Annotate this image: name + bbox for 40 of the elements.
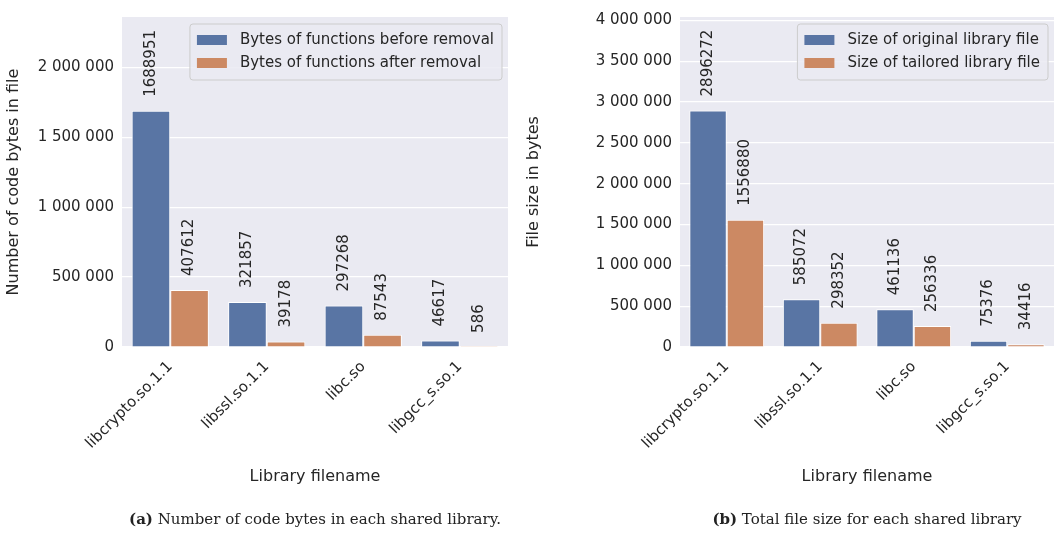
- data-label: 39178: [275, 279, 294, 328]
- data-label: 75376: [978, 279, 997, 327]
- legend-label: Bytes of functions before removal: [239, 29, 494, 48]
- data-label: 256336: [922, 254, 941, 313]
- text: (a) Number of code bytes in each shared library.: [129, 510, 501, 528]
- legend-label: Bytes of functions after removal: [239, 52, 482, 71]
- text: (b) Total file size for each shared library: [712, 510, 1022, 528]
- y-tick-label: 0: [662, 336, 672, 355]
- x-axis-title: Library filename: [801, 465, 933, 485]
- y-tick-label: 4 000 000: [595, 10, 672, 29]
- y-tick-label: 2 000 000: [595, 173, 672, 192]
- data-label: 586: [468, 304, 487, 333]
- legend-label: Size of tailored library file: [847, 52, 1041, 71]
- data-label: 407612: [179, 218, 198, 276]
- legend-label: Size of original library file: [847, 29, 1039, 48]
- y-axis-title: File size in bytes: [522, 116, 542, 248]
- y-tick-label: 2 000 000: [37, 57, 114, 76]
- data-label: 297268: [333, 234, 352, 292]
- y-tick-label: 3 500 000: [595, 51, 672, 69]
- data-label: 298352: [828, 251, 847, 309]
- y-tick-label: 1 000 000: [595, 255, 672, 274]
- data-label: 585072: [791, 227, 810, 286]
- y-tick-label: 1 500 000: [37, 127, 114, 146]
- data-label: 1688951: [140, 30, 159, 97]
- data-label: 461136: [884, 238, 903, 296]
- y-tick-label: 1 000 000: [37, 197, 114, 216]
- data-label: 321857: [237, 230, 256, 288]
- data-label: 1556880: [735, 139, 754, 206]
- data-label: 2896272: [697, 29, 716, 97]
- data-label: 34416: [1015, 282, 1034, 331]
- y-tick-label: 3 000 000: [595, 91, 672, 110]
- y-tick-label: 500 000: [609, 296, 672, 315]
- y-tick-label: 2 500 000: [595, 132, 672, 151]
- y-axis-title: Number of code bytes in file: [2, 68, 22, 296]
- y-tick-label: 1 500 000: [595, 214, 672, 233]
- data-label: 87543: [372, 273, 391, 321]
- y-tick-label: 0: [104, 336, 114, 355]
- y-tick-label: 500 000: [51, 266, 114, 285]
- data-label: 46617: [430, 278, 449, 327]
- x-axis-title: Library filename: [249, 465, 381, 485]
